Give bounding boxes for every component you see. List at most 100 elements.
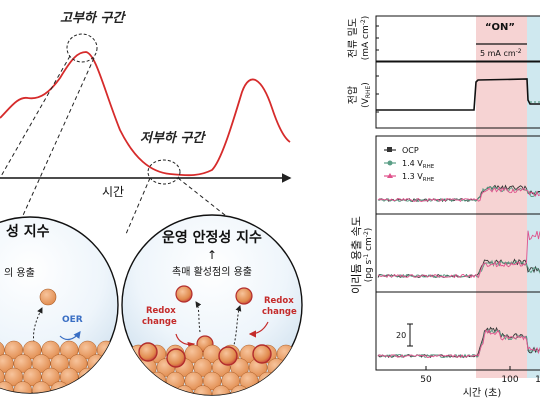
redox-surface-particle [252,344,272,364]
time-axis-label: 시간 [102,185,124,199]
dissolution-arrow [195,301,202,333]
dissolution-trace [377,230,540,279]
catalyst-particle [285,385,302,395]
oer-label: OER [62,315,83,325]
catalyst-particle [32,381,51,393]
catalyst-particle [221,371,240,391]
catalyst-particle [87,381,106,393]
floating-particle [39,288,57,306]
catalyst-particle [202,371,222,391]
svg-text:1.4 VRHE: 1.4 VRHE [402,159,435,170]
redox-arrow [248,321,269,338]
high-load-marker [66,33,98,63]
catalyst-particle [285,358,302,377]
x-tick-label: 100 [501,375,518,385]
low-load-label: 저부하 구간 [140,130,206,146]
dissolution-trace [377,187,540,202]
right-bubble-up-arrow: ↑ [207,248,217,262]
voltage-ylabel-unit: (VRHE) [361,82,372,108]
voltage-ylabel: 전압 [346,86,359,104]
oer-arrow [59,331,81,341]
catalyst-particle [68,381,88,393]
legend: OCP 1.4 VRHE 1.3 VRHE [384,146,435,183]
catalyst-particle [60,395,78,400]
redox-label-left: Redox change [142,306,177,327]
catalyst-particle [0,395,4,400]
voltage-panel: 전압 (VRHE) [346,61,540,129]
redox-surface-particle [218,346,238,366]
catalyst-bed-left [0,340,118,400]
catalyst-particle [122,385,139,395]
catalyst-particle [248,385,268,395]
x-axis-label: 시간 (초) [463,387,502,399]
catalyst-particle [105,354,118,373]
legend-item-1-4v: 1.4 VRHE [384,159,435,170]
x-tick-label: 50 [420,375,432,385]
catalyst-particle [138,385,157,395]
off-period-shade [527,16,540,378]
catalyst-particle [105,381,118,393]
catalyst-particle [32,354,51,373]
scale-bar-label: 20 [396,331,406,340]
catalyst-particle [97,395,115,400]
catalyst-particle [68,354,88,373]
y-ticks [376,25,379,51]
right-bubble-title: 운영 안정성 지수 [162,229,262,246]
catalyst-particle [78,340,97,360]
catalyst-particle [13,381,33,393]
dissolution-ylabel: 이리듐 용출 속도 [350,216,363,294]
catalyst-particle [23,367,42,387]
catalyst-particle [5,395,23,400]
voltage-trace [376,78,540,111]
redox-label-right: Redox change [262,296,297,317]
catalyst-particle [276,371,296,391]
scale-bar: 20 [396,323,413,347]
current-scale-label: 5 mA cm-2 [480,48,522,58]
legend-item-1-3v: 1.3 VRHE [384,172,435,183]
low-load-marker [147,159,181,185]
svg-text:OCP: OCP [402,146,419,155]
catalyst-particle [122,358,139,377]
dissolution-ylabel-unit: (pg s-1 cm-2) [363,228,374,283]
left-bubble-subtitle: 의 용출 [4,267,35,279]
on-period-shade [476,16,527,378]
dissolution-arrow [33,307,43,351]
catalyst-particle [230,358,249,377]
redox-particle [175,285,193,303]
catalyst-particle [41,340,60,360]
measurement-panels: “ON” 5 mA cm-2 전류 밀도 (mA cm-2) 전압 (VR [346,15,540,399]
catalyst-particle [23,395,41,400]
right-bubble: 운영 안정성 지수 ↑ 촉매 활성점의 용출 Redox change Redox… [121,214,303,396]
catalyst-particle [122,371,130,391]
left-bubble: 성 지수 의 용출 OER [0,216,119,400]
high-load-guide-2 [19,57,95,223]
legend-item-ocp: OCP [384,146,419,155]
load-diagram: 시간 고부하 구간 저부하 구간 성 지수 의 용출 OER [0,10,303,400]
redox-arrow [175,333,196,349]
dissolution-traces [377,184,540,359]
catalyst-particle [156,385,176,395]
catalyst-particle [122,344,130,364]
catalyst-particle [4,340,24,360]
catalyst-particle [295,344,302,364]
redox-particle [235,287,253,305]
catalyst-particle [4,367,24,387]
current-density-panel: “ON” 5 mA cm-2 전류 밀도 (mA cm-2) [347,15,540,62]
catalyst-particle [96,367,116,387]
dissolution-trace [377,328,540,359]
catalyst-particle [23,340,42,360]
catalyst-particle [267,385,286,395]
redox-surface-particle [166,348,186,368]
x-tick-label: 1 [535,375,540,385]
catalyst-particle [0,354,14,373]
current-ylabel-unit: (mA cm-2) [360,16,371,61]
catalyst-particle [184,371,204,391]
catalyst-particle [41,367,60,387]
catalyst-particle [79,395,97,400]
catalyst-particle [129,371,148,391]
load-curve [0,51,291,177]
high-load-label: 고부하 구간 [60,10,126,26]
dissolution-panel: OCP 1.4 VRHE 1.3 VRHE 20 [350,135,540,371]
right-bubble-subtitle: 촉매 활성점의 용출 [172,265,252,278]
